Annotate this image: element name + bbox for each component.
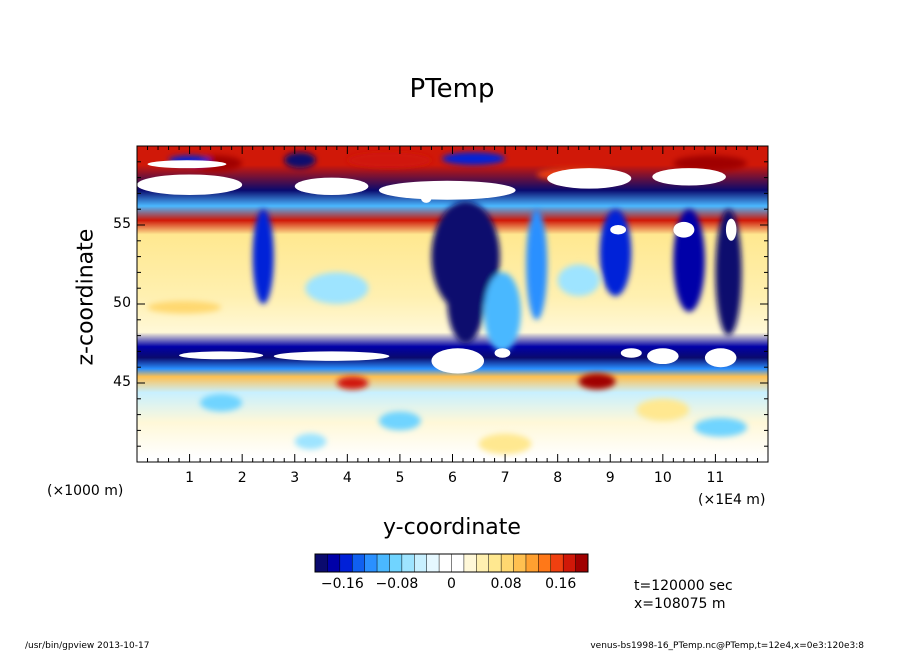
- colorbar-tick-label: −0.08: [375, 576, 419, 592]
- out-of-range-region: [547, 168, 632, 189]
- out-of-range-region: [378, 180, 516, 200]
- colorbar-tick-label: 0: [447, 576, 456, 592]
- colorbar-swatch: [377, 554, 390, 572]
- colorbar-swatch: [439, 554, 452, 572]
- footer-left: /usr/bin/gpview 2013-10-17: [25, 641, 150, 651]
- colorbar-tick-label: 0.08: [490, 576, 522, 592]
- y-tick-label: 50: [113, 295, 131, 311]
- colorbar-swatch: [451, 554, 465, 572]
- out-of-range-region: [420, 193, 432, 203]
- footer-right: venus-bs1998-16_PTemp.nc@PTemp,t=12e4,x=…: [590, 641, 864, 651]
- colorbar-swatch: [352, 554, 366, 572]
- colorbar-swatch: [463, 554, 477, 572]
- field-patch: [673, 155, 747, 172]
- x-axis-label: y-coordinate: [383, 515, 521, 540]
- field-patch: [305, 272, 369, 305]
- out-of-range-region: [273, 351, 390, 361]
- colorbar-swatch: [389, 554, 403, 572]
- x-tick-label: 11: [706, 470, 725, 486]
- colorbar-swatch: [575, 554, 589, 572]
- x-tick-label: 1: [185, 470, 195, 486]
- out-of-range-region: [179, 351, 264, 360]
- y-axis-label: z-coordinate: [73, 228, 99, 366]
- out-of-range-region: [704, 348, 737, 368]
- field-patch: [252, 209, 274, 304]
- colorbar-swatch: [364, 554, 378, 572]
- x-unit-right: (×1E4 m): [698, 492, 766, 508]
- field-patch: [294, 433, 327, 450]
- field-patch: [347, 152, 432, 169]
- x-tick-label: 5: [395, 470, 405, 486]
- field-patch: [284, 152, 316, 169]
- x-tick-label: 8: [553, 470, 563, 486]
- out-of-range-region: [147, 160, 227, 169]
- colorbar-tick-label: −0.16: [320, 576, 364, 592]
- field-patch: [599, 209, 632, 297]
- out-of-range-region: [137, 174, 243, 195]
- out-of-range-region: [494, 348, 511, 358]
- colorbar-swatch: [327, 554, 341, 572]
- out-of-range-region: [294, 177, 369, 195]
- field-patch: [336, 376, 369, 390]
- out-of-range-region: [652, 168, 726, 186]
- x-tick-label: 2: [237, 470, 247, 486]
- field-patch: [441, 152, 506, 165]
- colorbar-swatch: [501, 554, 515, 572]
- colorbar-swatch: [525, 554, 539, 572]
- x-tick-label: 6: [448, 470, 457, 486]
- x-unit-left: (×1000 m): [47, 483, 124, 499]
- colorbar-swatch: [414, 554, 428, 572]
- time-readout: t=120000 sec: [634, 578, 733, 594]
- out-of-range-region: [431, 348, 485, 374]
- x-tick-label: 3: [290, 470, 300, 486]
- out-of-range-region: [673, 221, 695, 238]
- colorbar-swatch: [513, 554, 527, 572]
- field-patch: [447, 256, 485, 344]
- field-patch: [378, 411, 421, 431]
- field-patch: [526, 209, 548, 320]
- colorbar-swatch: [426, 554, 440, 572]
- colorbar-swatch: [538, 554, 552, 572]
- x-tick-label: 10: [653, 470, 672, 486]
- colorbar-swatch: [550, 554, 564, 572]
- y-tick-label: 45: [113, 374, 131, 390]
- field-patch: [484, 272, 521, 352]
- field-patch: [636, 398, 690, 421]
- field-patch: [715, 209, 742, 336]
- colorbar-swatch: [563, 554, 577, 572]
- colorbar-swatch: [315, 554, 328, 572]
- info-block: t=120000 sec x=108075 m: [634, 577, 733, 613]
- x-tick-label: 7: [500, 470, 510, 486]
- colorbar-swatch: [476, 554, 490, 572]
- out-of-range-region: [610, 225, 627, 235]
- position-readout: x=108075 m: [634, 596, 726, 612]
- field-patch: [557, 264, 600, 297]
- chart-title: PTemp: [409, 74, 495, 104]
- colorbar-tick-label: 0.16: [545, 576, 577, 592]
- field-patch: [578, 373, 616, 390]
- out-of-range-region: [725, 218, 737, 241]
- colorbar-swatch: [401, 554, 415, 572]
- colorbar-swatch: [339, 554, 353, 572]
- colorbar-swatch: [488, 554, 502, 572]
- field-patch: [147, 300, 222, 314]
- out-of-range-region: [620, 348, 642, 358]
- field-patch: [694, 417, 747, 437]
- out-of-range-region: [647, 348, 679, 365]
- y-tick-label: 55: [113, 216, 131, 232]
- x-tick-label: 4: [342, 470, 352, 486]
- x-tick-label: 9: [605, 470, 615, 486]
- field-patch: [200, 394, 243, 412]
- field-patch: [478, 433, 532, 455]
